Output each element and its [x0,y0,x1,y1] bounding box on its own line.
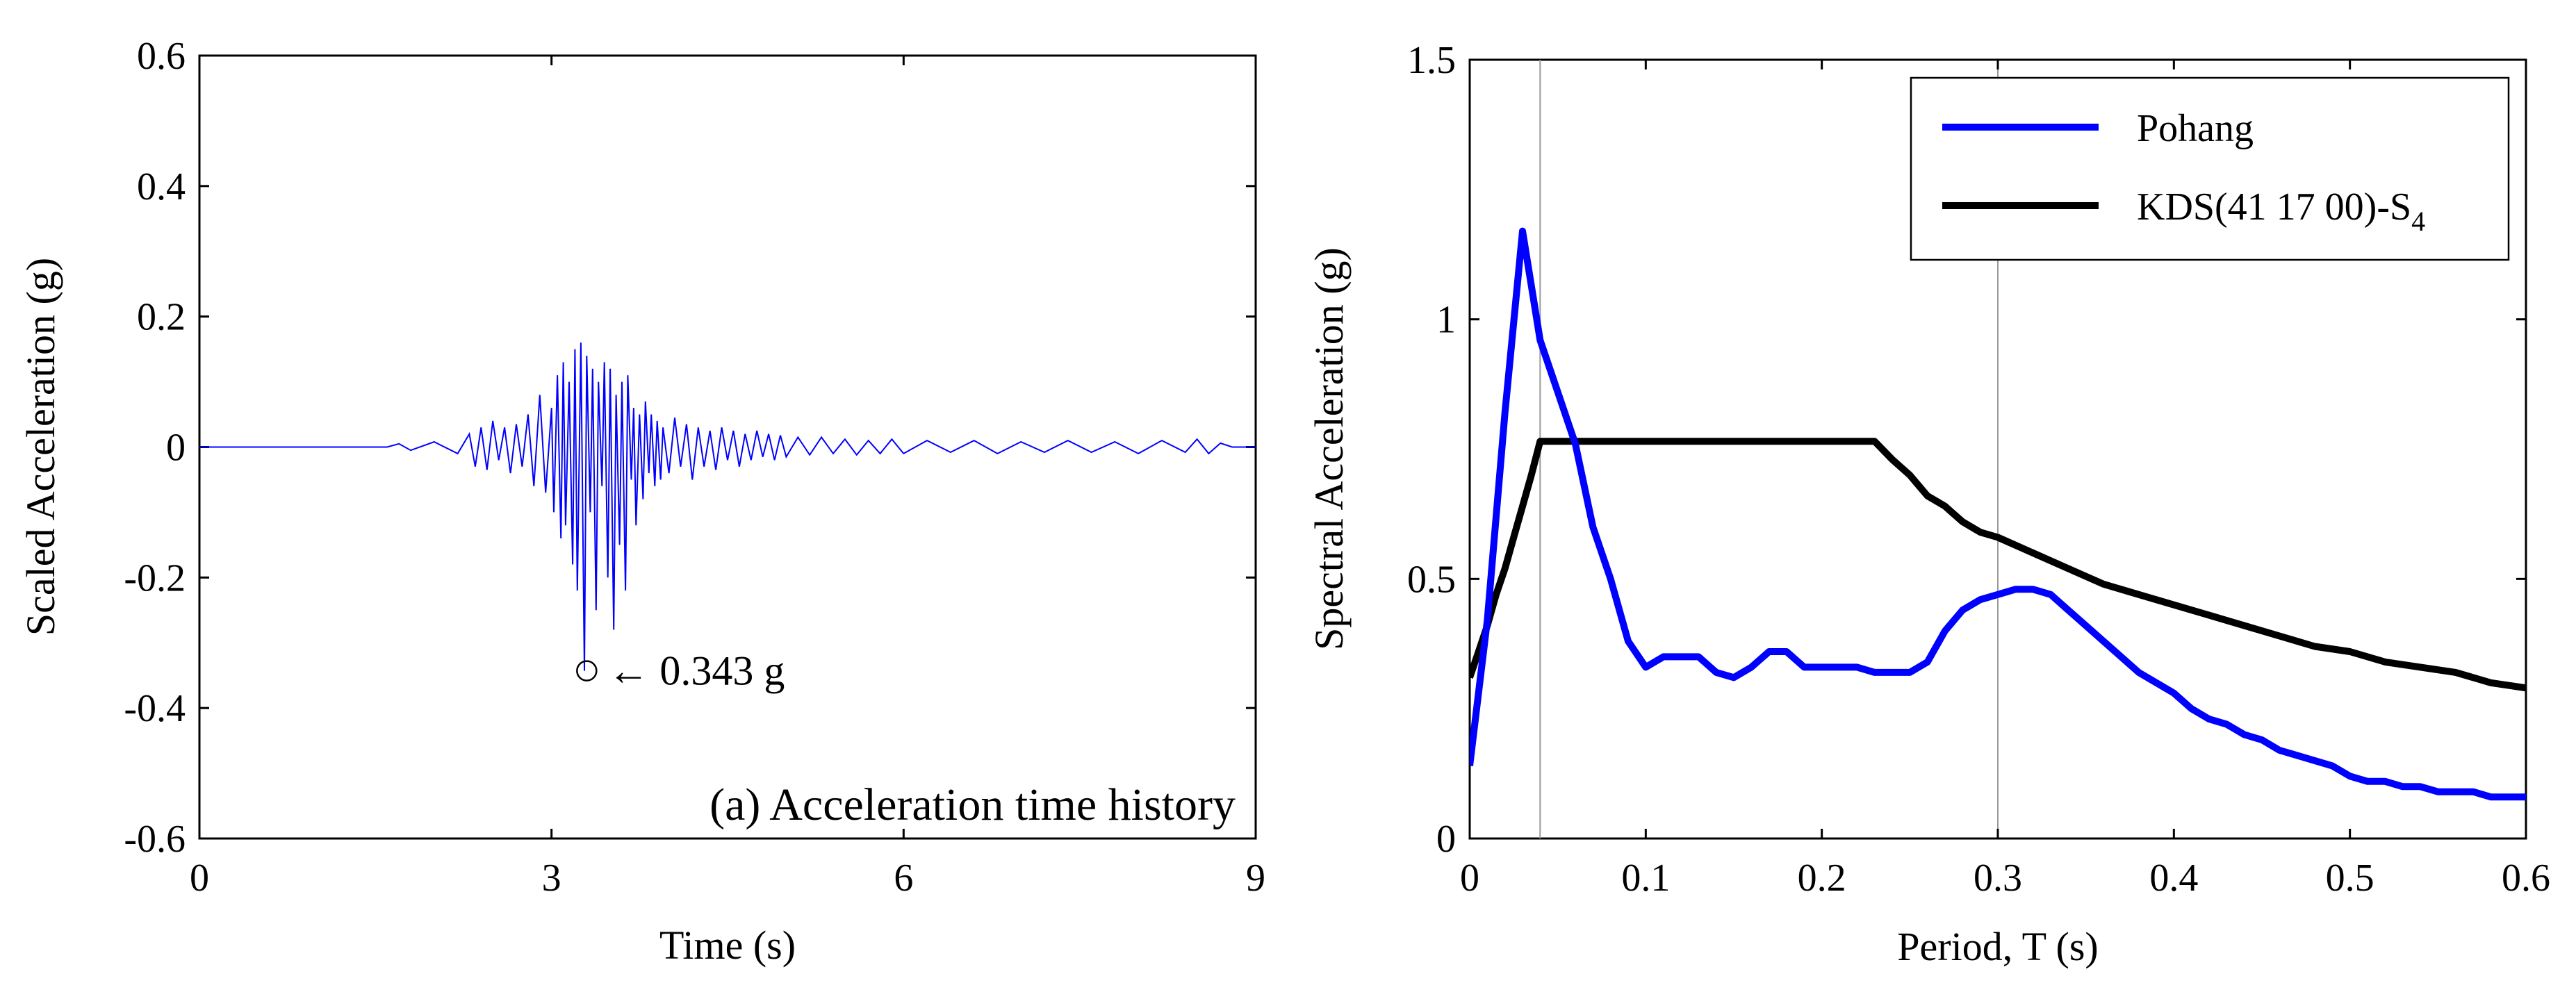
chart-response-spectrum: 0 0.1 0.2 0.3 0.4 0.5 0.6 0 0.5 1 1.5 Pohang KDS(4… [1306,39,2550,969]
b-xtick-label: 0.6 [2502,857,2550,900]
b-ytick-label: 0.5 [1407,558,1456,601]
a-xtick-label: 0 [190,857,209,900]
a-xtick-label: 9 [1246,857,1265,900]
b-ytick-label: 1 [1436,299,1456,342]
b-xtick-label: 0.2 [1798,857,1846,900]
legend-box [1910,76,2510,261]
y-axis-title-b: Spectral Acceleration (g) [1306,247,1352,650]
a-xtick-label: 6 [894,857,913,900]
chart-acceleration-time-history: 0 3 6 9 -0.6 -0.4 -0.2 0 0.2 0.4 0.6 ← 0.343 g (a)… [18,35,1265,968]
a-ytick-label: -0.2 [124,556,186,600]
legend-subscript-kds: 4 [2411,206,2425,237]
series-line-acceleration [199,342,1256,671]
b-xtick-label: 0.4 [2149,857,2198,900]
a-ytick-label: 0.4 [137,165,186,208]
b-xtick-label: 0.5 [2326,857,2374,900]
a-ytick-label: 0.6 [137,35,186,78]
b-ytick-label: 0 [1436,818,1456,861]
series-line-kds [1470,438,2526,692]
panel-a-caption: (a) Acceleration time history [709,779,1236,830]
legend: Pohang KDS(41 17 00)-S4 [1910,76,2510,261]
y-axis-title-a: Scaled Acceleration (g) [18,258,63,636]
b-xtick-label: 0 [1460,857,1479,900]
b-xtick-label: 0.3 [1974,857,2022,900]
peak-annotation: ← 0.343 g [607,648,785,694]
a-xtick-label: 3 [542,857,561,900]
x-axis-title-b: Period, T (s) [1897,924,2098,969]
peak-marker [576,660,598,682]
series-line-pohang [1470,227,2526,801]
b-ytick-label: 1.5 [1407,39,1456,82]
a-ytick-label: 0 [166,427,186,470]
a-ytick-label: 0.2 [137,296,186,339]
b-xtick-label: 0.1 [1621,857,1670,900]
a-ytick-label: -0.6 [124,818,186,861]
a-ytick-label: -0.4 [124,687,186,730]
legend-label-kds: KDS(41 17 00)-S4 [2137,185,2425,237]
x-axis-title-a: Time (s) [659,923,796,968]
legend-label-pohang: Pohang [2137,107,2254,150]
